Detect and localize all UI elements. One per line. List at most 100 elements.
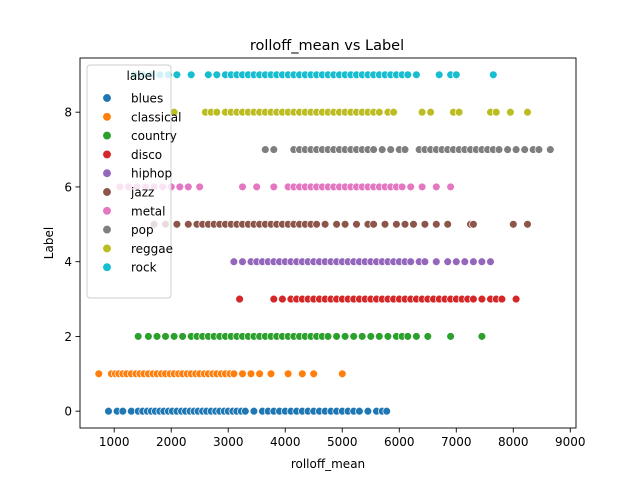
legend-title: label xyxy=(126,69,155,83)
data-point xyxy=(417,182,427,192)
data-point xyxy=(246,369,256,379)
data-point xyxy=(238,369,247,379)
points-layer xyxy=(94,70,555,416)
legend-item-classical: classical xyxy=(102,110,181,124)
data-point xyxy=(338,369,347,379)
legend-marker xyxy=(102,187,112,197)
data-point xyxy=(195,182,204,192)
data-point xyxy=(320,220,330,229)
data-point xyxy=(511,145,521,154)
data-point xyxy=(420,220,430,229)
legend-label: jazz xyxy=(130,186,154,200)
y-tick-label: 4 xyxy=(64,255,72,269)
data-point xyxy=(269,145,279,154)
data-point xyxy=(375,107,384,117)
data-point xyxy=(312,220,321,229)
x-tick-label: 2000 xyxy=(156,435,187,449)
y-tick-label: 6 xyxy=(64,180,72,194)
data-point xyxy=(477,294,487,304)
legend-marker xyxy=(102,93,112,103)
data-point xyxy=(238,257,247,266)
data-point xyxy=(452,257,461,266)
data-point xyxy=(332,332,341,341)
series-classical xyxy=(94,369,347,379)
data-point xyxy=(212,70,222,80)
data-point xyxy=(382,406,391,416)
data-point xyxy=(443,220,452,229)
data-point xyxy=(229,369,239,379)
legend-item-pop: pop xyxy=(102,223,154,237)
x-tick-label: 4000 xyxy=(270,435,301,449)
data-point xyxy=(152,332,162,341)
legend-marker xyxy=(102,224,112,235)
data-point xyxy=(323,332,333,341)
data-point xyxy=(249,406,259,416)
legend-marker xyxy=(102,243,112,254)
data-point xyxy=(403,332,413,341)
data-point xyxy=(409,220,418,229)
data-point xyxy=(417,107,427,117)
data-point xyxy=(118,406,128,416)
x-tick-label: 9000 xyxy=(555,435,586,449)
data-point xyxy=(369,145,378,154)
data-point xyxy=(175,182,185,192)
data-point xyxy=(380,220,390,229)
y-tick-label: 0 xyxy=(64,405,72,419)
data-point xyxy=(497,294,507,304)
legend-marker xyxy=(102,168,112,178)
data-point xyxy=(229,257,239,266)
series-hiphop xyxy=(229,257,495,266)
legend-item-disco: disco xyxy=(102,148,162,162)
data-point xyxy=(432,182,441,192)
data-point xyxy=(104,406,113,416)
data-point xyxy=(446,332,455,341)
plot-frame xyxy=(79,57,577,429)
series-rock xyxy=(129,70,498,80)
legend-label: blues xyxy=(131,92,163,106)
data-point xyxy=(389,107,398,117)
data-point xyxy=(269,182,279,192)
data-point xyxy=(355,406,364,416)
legend-item-metal: metal xyxy=(102,204,165,218)
data-point xyxy=(172,220,182,229)
data-point xyxy=(534,145,544,154)
data-point xyxy=(269,294,279,304)
data-point xyxy=(503,145,512,154)
data-point xyxy=(212,107,222,117)
data-point xyxy=(252,182,261,192)
legend-item-jazz: jazz xyxy=(102,186,154,200)
series-disco xyxy=(235,294,521,304)
data-point xyxy=(426,107,435,117)
data-point xyxy=(184,220,193,229)
y-tick-label: 8 xyxy=(64,106,72,120)
series-reggae xyxy=(169,107,532,117)
data-point xyxy=(377,145,387,154)
legend-label: disco xyxy=(131,148,162,162)
data-point xyxy=(432,257,441,266)
x-tick-label: 7000 xyxy=(441,435,472,449)
data-point xyxy=(494,145,504,154)
data-point xyxy=(406,257,415,266)
data-point xyxy=(169,332,179,341)
data-point xyxy=(511,294,521,304)
data-point xyxy=(144,332,153,341)
legend-item-rock: rock xyxy=(102,261,157,275)
data-point xyxy=(383,332,393,341)
legend-label: classical xyxy=(131,110,181,124)
data-point xyxy=(509,220,518,229)
data-point xyxy=(446,182,455,192)
legend-marker xyxy=(102,262,112,272)
data-point xyxy=(469,294,478,304)
legend-item-hiphop: hiphop xyxy=(102,167,172,181)
data-point xyxy=(523,220,532,229)
legend-marker xyxy=(102,206,112,216)
data-point xyxy=(434,70,444,80)
data-point xyxy=(133,332,143,341)
series-country xyxy=(133,332,487,341)
data-point xyxy=(469,257,478,266)
x-axis-ticks: 1000 2000 3000 4000 5000 6000 7000 8000 9000 xyxy=(99,428,586,449)
data-point xyxy=(392,220,401,229)
data-point xyxy=(489,70,498,80)
x-tick-label: 8000 xyxy=(498,435,529,449)
data-point xyxy=(172,70,182,80)
